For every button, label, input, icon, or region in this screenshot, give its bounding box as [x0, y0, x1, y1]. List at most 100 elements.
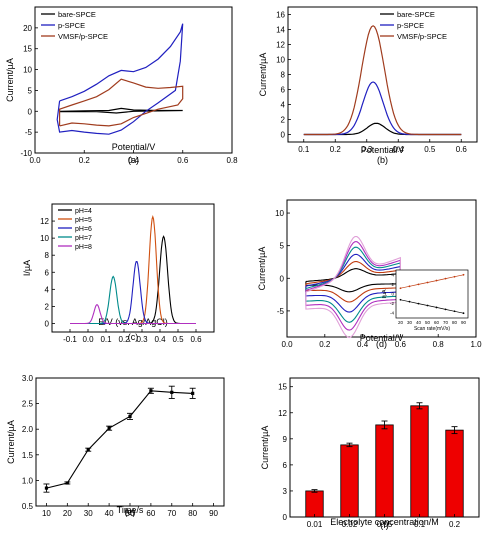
y-tick-label: 10: [40, 234, 49, 243]
x-tick-label: 0.02: [342, 520, 358, 529]
x-tick-label: 0.8: [226, 156, 238, 165]
x-tick-label: 90: [209, 509, 218, 518]
x-axis-label: Potential/V: [360, 333, 404, 343]
panel-c: -0.1 0.0 0.1 0.2 0.3 0.4 0.5 0.6 0 2 4 6 8 10 12 E/V (v…: [22, 203, 215, 344]
inset-data-point: [462, 312, 465, 315]
plot-frame: [286, 199, 477, 338]
y-tick-label: 1.0: [22, 476, 34, 485]
series-line: [46, 390, 193, 489]
legend-entry: p-SPCE: [397, 21, 424, 30]
data-point: [191, 391, 195, 395]
inset-data-point: [399, 287, 402, 290]
x-tick-label: 40: [105, 509, 114, 518]
y-tick-label: 2: [45, 302, 50, 311]
data-point: [170, 390, 174, 394]
x-axis-label: Electrolyte concentration/M: [330, 517, 439, 527]
series-line: [56, 23, 184, 135]
series-line: [70, 260, 196, 325]
x-tick-label: 0.4: [393, 145, 405, 154]
inset-data-point: [417, 283, 420, 286]
series-line: [305, 235, 401, 339]
y-tick-label: 8: [281, 71, 286, 80]
y-tick-label: 6: [281, 86, 286, 95]
y-tick-label: -5: [25, 128, 33, 137]
y-tick-label: 1.5: [22, 451, 34, 460]
inset-data-point: [426, 304, 429, 307]
y-tick-label: 10: [23, 66, 32, 75]
inset-y-axis-label: I/µA: [382, 289, 388, 299]
panel-caption: (f): [380, 520, 389, 530]
inset-x-tick-label: 50: [425, 320, 431, 325]
bar: [445, 429, 464, 518]
data-point: [86, 448, 90, 452]
y-tick-label: 9: [283, 435, 288, 444]
inset-x-tick-label: 30: [407, 320, 413, 325]
inset-data-point: [453, 310, 456, 313]
inset-data-point: [453, 275, 456, 278]
series-line: [303, 81, 462, 136]
legend-entry: bare-SPCE: [58, 10, 96, 19]
y-tick-label: 0.5: [22, 502, 34, 511]
data-point: [149, 389, 153, 393]
x-tick-label: 0.2: [330, 145, 342, 154]
inset-data-point: [417, 302, 420, 305]
inset-x-tick-label: 20: [398, 320, 404, 325]
y-tick-label: -5: [277, 307, 285, 316]
x-tick-label: 0.1: [414, 520, 426, 529]
y-axis-label: Current/µA: [5, 58, 15, 102]
y-tick-label: 4: [281, 101, 286, 110]
y-tick-label: 2.0: [22, 425, 34, 434]
y-tick-label: 16: [276, 11, 285, 20]
x-tick-label: -0.1: [63, 335, 77, 344]
data-point: [65, 481, 69, 485]
legend-entry: pH=8: [75, 244, 92, 251]
legend-entry: pH=7: [75, 235, 92, 242]
inset-data-point: [399, 298, 402, 301]
inset-series-line: [400, 274, 464, 289]
y-tick-label: 15: [23, 45, 32, 54]
x-tick-label: 0.1: [298, 145, 310, 154]
legend-entry: pH=4: [75, 208, 92, 215]
y-tick-label: 10: [276, 56, 285, 65]
y-tick-label: 0: [283, 513, 288, 522]
x-tick-label: 0.3: [136, 335, 148, 344]
y-tick-label: 12: [40, 217, 49, 226]
inset-x-axis-label: Scan rate(mV/s): [414, 326, 450, 332]
data-point: [128, 414, 132, 418]
data-point: [107, 426, 111, 430]
y-tick-label: 3.0: [22, 374, 34, 383]
y-tick-label: 0: [45, 319, 50, 328]
inset-series-line: [400, 299, 464, 314]
y-tick-label: 0: [28, 107, 33, 116]
data-point: [44, 486, 49, 490]
x-tick-label: 20: [63, 509, 72, 518]
inset-data-point: [435, 279, 438, 282]
x-tick-label: 0.4: [154, 335, 166, 344]
panel-caption: (e): [125, 507, 136, 517]
inset-y-tick-label: 4: [391, 272, 394, 277]
plot-frame: [35, 377, 225, 507]
bar: [410, 405, 429, 518]
x-tick-label: 0.6: [177, 156, 189, 165]
panel-caption: (b): [377, 155, 388, 165]
legend-entry: bare-SPCE: [397, 10, 435, 19]
inset-data-point: [444, 277, 447, 280]
x-tick-label: 0.2: [449, 520, 461, 529]
x-tick-label: 0.2: [319, 340, 331, 349]
panel-f: 0 3 6 9 12 15 Electrolyte concentration/M Curre…: [260, 377, 480, 530]
x-tick-label: 0.4: [128, 156, 140, 165]
x-tick-label: 1.0: [470, 340, 482, 349]
inset-data-point: [462, 273, 465, 276]
y-tick-label: 8: [45, 251, 50, 260]
y-axis-label: Current/µA: [260, 426, 270, 470]
y-tick-label: 4: [45, 285, 50, 294]
bar: [305, 490, 324, 518]
x-tick-label: 0.01: [307, 520, 323, 529]
bar: [375, 424, 394, 518]
y-tick-label: 6: [283, 461, 288, 470]
inset-data-point: [408, 300, 411, 303]
y-tick-label: 10: [275, 209, 284, 218]
inset-data-point: [435, 306, 438, 309]
x-tick-label: 0.05: [377, 520, 393, 529]
